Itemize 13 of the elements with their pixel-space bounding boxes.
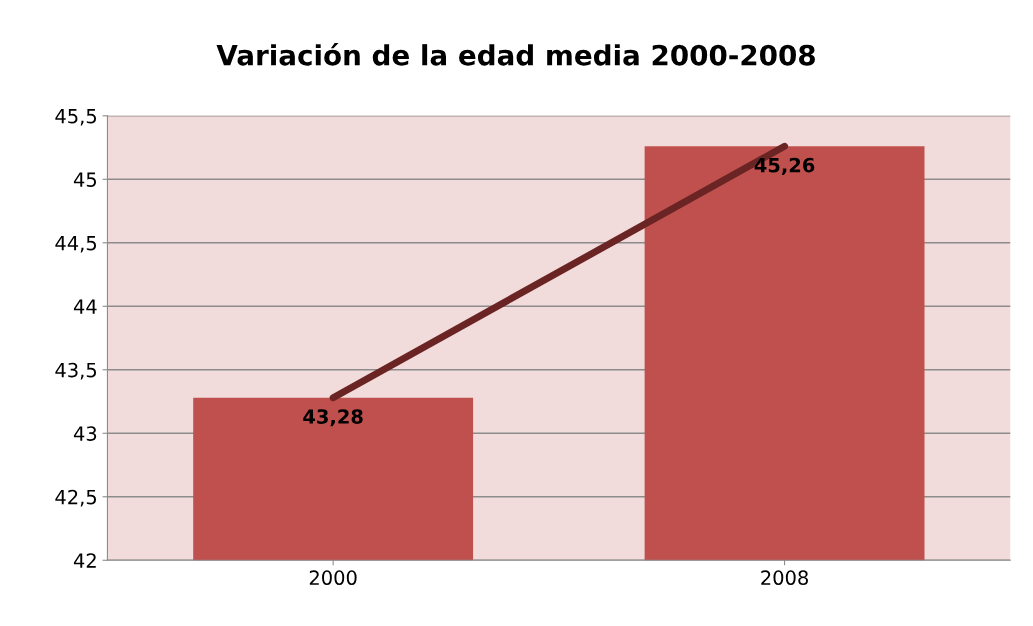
y-tick-label: 44,5 [55, 236, 97, 253]
y-tick-label: 45 [73, 172, 97, 187]
y-tick-label: 43 [73, 426, 97, 441]
y-tick-label: 43,5 [55, 362, 97, 380]
y-tick-label: 42,5 [55, 489, 97, 507]
y-tick-label: 44 [73, 299, 97, 314]
x-tick-label: 2008 [761, 570, 808, 586]
data-label: 43,28 [303, 409, 363, 427]
y-tick-label: 45,5 [55, 109, 97, 126]
data-label: 45,26 [754, 157, 815, 175]
y-tick-label: 42 [73, 553, 96, 568]
x-tick-label: 2000 [309, 570, 357, 586]
chart-title: Variación de la edad media 2000-2008 [216, 43, 815, 66]
